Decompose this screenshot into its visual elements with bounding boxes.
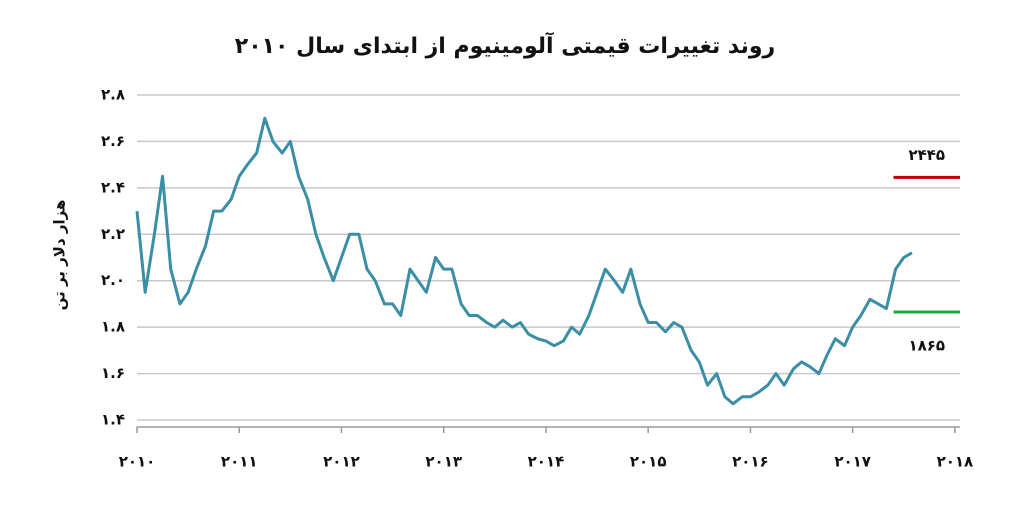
y-tick-label: ۱.۶	[101, 364, 125, 382]
x-tick-label: ۲۰۱۴	[528, 453, 565, 471]
x-tick-label: ۲۰۱۶	[732, 453, 769, 471]
reference-label: ۱۸۶۵	[908, 337, 945, 355]
chart-title: روند تغییرات قیمتی آلومینیوم از ابتدای س…	[235, 31, 775, 59]
y-tick-label: ۲.۲	[101, 225, 125, 243]
x-tick-label: ۲۰۱۰	[119, 453, 156, 471]
x-tick-label: ۲۰۱۸	[937, 453, 974, 471]
y-tick-label: ۱.۸	[101, 318, 125, 336]
x-tick-label: ۲۰۱۳	[425, 453, 462, 471]
x-tick-label: ۲۰۱۵	[630, 453, 667, 471]
price-line	[135, 116, 913, 406]
y-tick-label: ۲.۰	[101, 271, 125, 289]
y-tick-label: ۱.۴	[101, 411, 125, 429]
y-axis-label: هزار دلار بر تن	[51, 200, 69, 311]
y-tick-label: ۲.۸	[101, 86, 125, 104]
x-tick-label: ۲۰۱۱	[221, 453, 258, 471]
x-tick-label: ۲۰۱۷	[834, 453, 871, 471]
x-tick-label: ۲۰۱۲	[323, 453, 360, 471]
y-tick-label: ۲.۴	[101, 178, 125, 196]
reference-label: ۲۴۴۵	[908, 146, 945, 164]
y-tick-label: ۲.۶	[101, 132, 125, 150]
